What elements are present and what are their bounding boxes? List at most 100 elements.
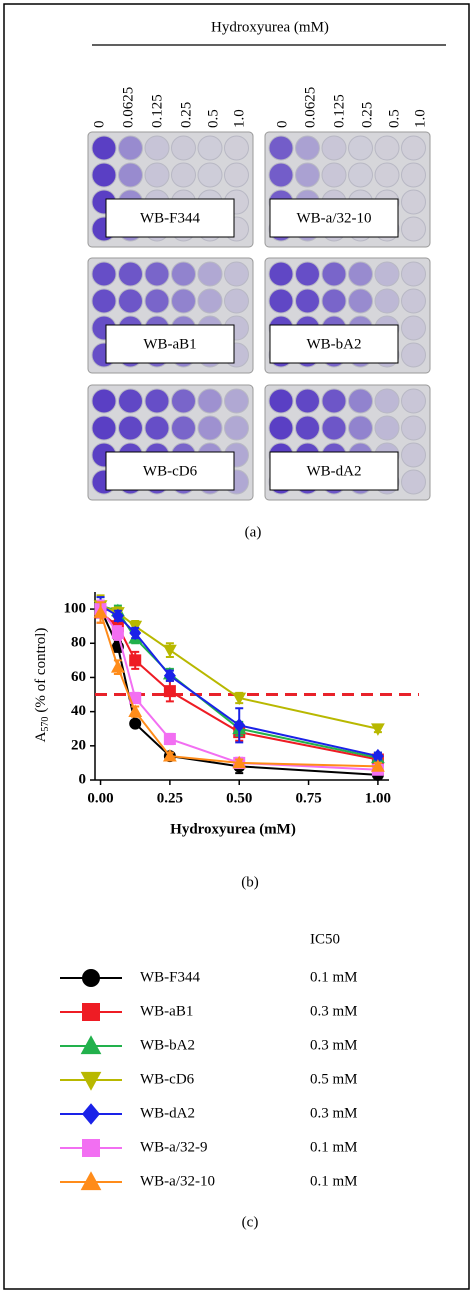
well [401,189,426,215]
well [321,162,347,188]
well [224,261,249,287]
y-tick-label: 40 [71,703,86,719]
legend-marker [80,1171,102,1191]
plate-label: WB-bA2 [307,336,362,352]
well [171,288,196,314]
well [197,388,223,414]
marker [232,692,247,706]
legend-marker [82,1139,100,1157]
well [295,415,320,441]
marker [111,608,124,624]
y-label-sub: 570 [40,717,51,732]
well [91,261,117,287]
legend-title: IC50 [310,931,340,947]
well [348,288,373,314]
plate-label: WB-aB1 [143,336,196,352]
well [91,388,117,414]
ic50-value: 0.3 mM [310,1037,358,1053]
well [321,261,347,287]
well [295,135,320,161]
plate-label-box [269,324,399,364]
plate-label: WB-dA2 [307,463,362,479]
concentration-label: 0.25 [359,102,375,128]
well [268,288,294,314]
plate-label: WB-a/32-10 [297,210,372,226]
well [268,415,294,441]
well [118,135,143,161]
marker [371,723,385,736]
concentration-label: 0.0625 [302,87,318,128]
legend-label: WB-a/32-10 [140,1173,215,1189]
well [295,288,320,314]
plate-label-box [105,324,235,364]
y-tick-label: 20 [71,737,86,753]
well [401,388,426,414]
ic50-value: 0.3 mM [310,1105,358,1121]
well [118,288,143,314]
well [268,135,294,161]
well [374,135,400,161]
legend-marker [80,1035,102,1055]
legend-label: WB-aB1 [140,1003,193,1019]
marker [110,660,125,673]
well [118,162,143,188]
well [295,388,320,414]
marker [129,654,142,667]
marker [163,732,176,745]
well [401,415,426,441]
marker [233,718,246,733]
well [197,288,223,314]
marker [163,668,176,683]
well [118,388,143,414]
well [197,135,223,161]
well [118,261,143,287]
well [224,162,249,188]
well [224,388,249,414]
well [295,261,320,287]
plate-label-box [105,198,235,238]
well [197,415,223,441]
well [348,415,373,441]
y-label-main: A [33,731,49,742]
well [401,135,426,161]
concentration-label: 1.0 [412,109,428,128]
well [321,288,347,314]
x-tick-label: 0.75 [295,790,321,806]
y-tick-label: 80 [71,635,86,651]
concentration-label: 0.0625 [120,87,136,128]
y-axis-label: A570 (% of control) [33,628,51,743]
well [374,415,400,441]
marker [129,625,142,641]
panel-a-title: Hydroxyurea (mM) [211,19,329,35]
marker [111,627,124,640]
caption-b: (b) [241,874,259,890]
ic50-value: 0.5 mM [310,1071,358,1087]
well [401,261,426,287]
legend-label: WB-dA2 [140,1105,195,1121]
well [268,162,294,188]
well [295,162,320,188]
well [224,288,249,314]
well [348,162,373,188]
well [374,261,400,287]
marker [129,691,142,704]
well [348,388,373,414]
well [91,162,117,188]
well [144,388,170,414]
well [197,261,223,287]
caption-c: (c) [242,1214,259,1230]
well [91,415,117,441]
legend-label: WB-a/32-9 [140,1139,207,1155]
marker [129,717,142,730]
concentration-label: 1.0 [231,109,247,128]
ic50-value: 0.3 mM [310,1003,358,1019]
legend-label: WB-bA2 [140,1037,195,1053]
well [321,135,347,161]
caption-a: (a) [245,524,262,540]
well [118,415,143,441]
concentration-label: 0 [274,121,290,129]
y-tick-label: 100 [64,601,87,617]
well [171,135,196,161]
well [171,415,196,441]
